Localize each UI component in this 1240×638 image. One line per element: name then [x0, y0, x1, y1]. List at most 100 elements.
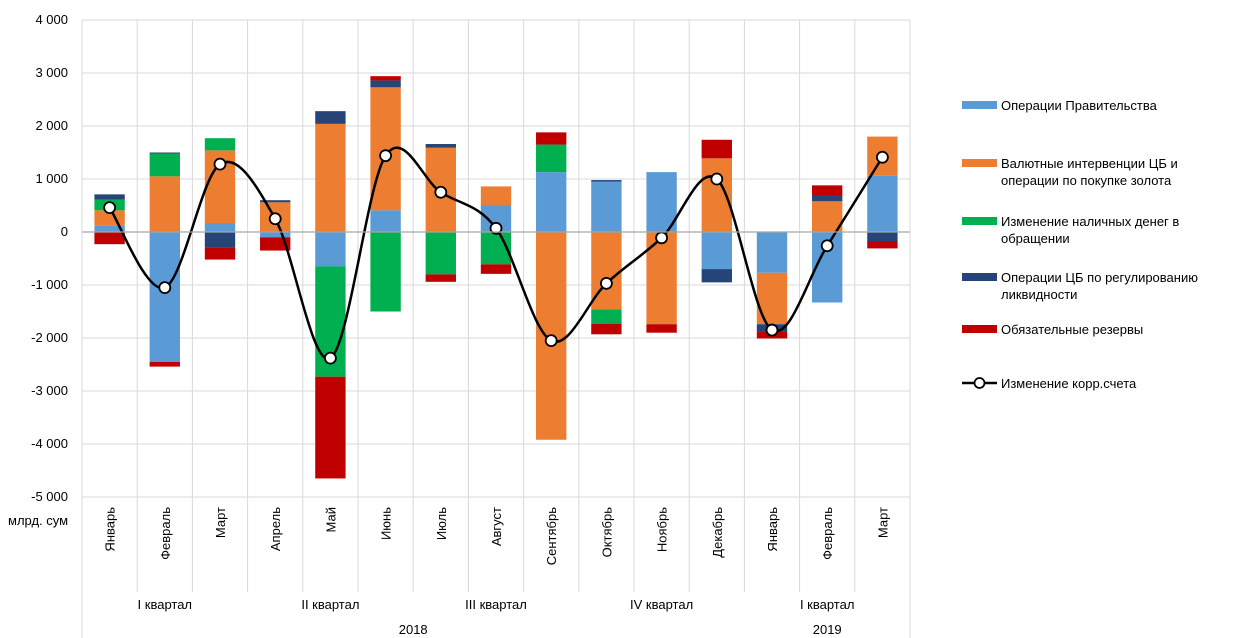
year-label: 2019	[813, 622, 842, 637]
legend-line-marker	[973, 377, 986, 389]
legend-label: Изменение наличных денег в обращении	[1001, 214, 1179, 246]
y-tick-label: 2 000	[35, 118, 68, 133]
bar-segment	[646, 172, 677, 232]
x-tick-label: Март	[213, 507, 228, 538]
bar-segment	[94, 225, 125, 232]
x-tick-label: Июль	[434, 507, 449, 540]
line-point	[820, 239, 834, 253]
line-point	[434, 185, 448, 199]
line-point	[655, 231, 668, 245]
line-point	[876, 150, 889, 164]
x-tick-label: Январь	[103, 507, 118, 552]
x-tick-label: Июнь	[379, 507, 394, 540]
bar-segment	[867, 232, 898, 242]
bar-segment	[591, 181, 622, 232]
x-tick-label: Май	[323, 507, 338, 532]
y-tick-label: 3 000	[35, 65, 68, 80]
y-tick-label: 1 000	[35, 171, 68, 186]
legend-label: Валютные интервенции ЦБ и операции по пок…	[1001, 156, 1178, 188]
bar-segment	[867, 175, 898, 232]
bar-segment	[591, 309, 622, 324]
bar-segment	[425, 274, 456, 282]
legend: Операции Правительства Валютные интервенц…	[962, 98, 1198, 391]
bar-segment	[812, 195, 843, 202]
line-point	[103, 201, 116, 215]
bar-segment	[94, 232, 125, 245]
x-tick-label: Октябрь	[599, 507, 614, 558]
bar-segment	[204, 247, 236, 260]
legend-swatch	[962, 273, 997, 281]
line-point	[213, 157, 227, 171]
bar-segment	[536, 144, 567, 173]
bar-segment	[315, 232, 346, 267]
bar-segment	[591, 180, 622, 182]
bar-segment	[260, 232, 291, 238]
unit-label: млрд. сум	[8, 513, 68, 528]
quarter-label: III квартал	[465, 597, 527, 612]
bar-segment	[94, 194, 125, 200]
y-tick-label: 0	[61, 224, 68, 239]
line-point	[268, 212, 282, 226]
legend-label: Обязательные резервы	[1001, 322, 1143, 337]
x-tick-label: Март	[875, 507, 890, 538]
quarter-label: I квартал	[800, 597, 854, 612]
legend-label: Изменение корр.счета	[1001, 376, 1137, 391]
bars	[94, 76, 898, 479]
x-tick-label: Апрель	[268, 507, 283, 551]
legend-swatch	[962, 325, 997, 333]
bar-segment	[315, 376, 346, 479]
line-point	[158, 281, 172, 295]
x-tick-label: Февраль	[820, 507, 835, 560]
bar-segment	[536, 172, 567, 232]
quarter-label: I квартал	[138, 597, 192, 612]
bar-segment	[867, 241, 898, 249]
line-point	[489, 221, 503, 235]
legend-swatch	[962, 101, 997, 109]
bar-segment	[812, 185, 843, 196]
bar-segment	[204, 232, 236, 248]
line-point	[379, 149, 393, 163]
y-tick-label: 4 000	[35, 12, 68, 27]
bar-segment	[701, 232, 732, 270]
bar-segment	[701, 269, 732, 283]
year-label: 2018	[399, 622, 428, 637]
y-tick-label: -3 000	[31, 383, 68, 398]
bar-segment	[756, 272, 788, 325]
x-tick-label: Август	[489, 507, 504, 546]
line-point	[323, 351, 337, 365]
line-point	[765, 323, 779, 337]
y-tick-label: -1 000	[31, 277, 68, 292]
bar-segment	[536, 132, 567, 145]
line-point	[600, 277, 613, 290]
bar-segment	[370, 232, 401, 312]
line-point	[544, 334, 558, 348]
legend-swatch	[962, 159, 997, 167]
x-tick-label: Сентябрь	[544, 507, 559, 565]
line-point	[710, 172, 724, 186]
y-tick-label: -4 000	[31, 436, 68, 451]
bar-segment	[480, 186, 512, 206]
y-tick-label: -5 000	[31, 489, 68, 504]
bar-segment	[425, 144, 456, 148]
legend-swatch	[962, 217, 997, 225]
bar-segment	[370, 76, 401, 81]
bar-segment	[480, 264, 512, 274]
bar-segment	[149, 176, 180, 232]
x-tick-label: Январь	[765, 507, 780, 552]
x-tick-label: Ноябрь	[655, 507, 670, 552]
bar-segment	[701, 139, 732, 159]
axes: млрд. сум 4 000 3 000 2 000 1 000 0 -1 000 -2 …	[8, 12, 910, 637]
series-line-path	[108, 146, 884, 360]
bar-segment	[812, 201, 843, 232]
bar-segment	[149, 232, 180, 362]
bar-segment	[425, 232, 456, 275]
series-line	[103, 146, 889, 365]
x-tick-label: Февраль	[158, 507, 173, 560]
bar-segment	[370, 80, 401, 88]
bar-segment	[149, 152, 180, 154]
bar-segment	[204, 222, 236, 232]
bar-segment	[260, 200, 291, 203]
quarter-label: IV квартал	[630, 597, 693, 612]
bar-segment	[646, 324, 677, 333]
